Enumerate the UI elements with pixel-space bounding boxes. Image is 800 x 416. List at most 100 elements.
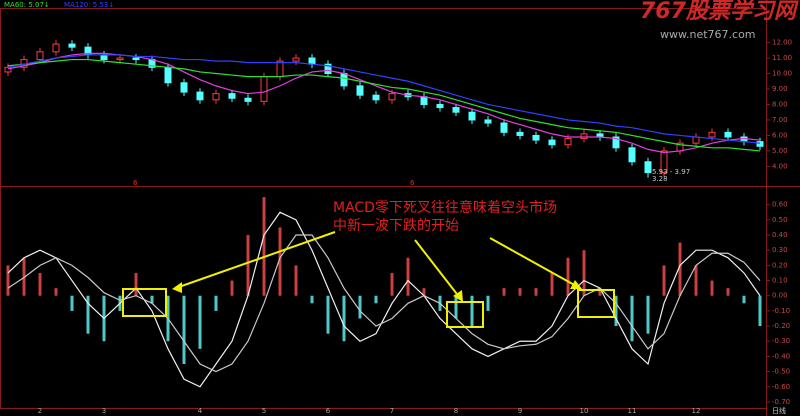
candle-body <box>356 85 364 96</box>
histogram-bar <box>310 295 314 304</box>
candle-body <box>212 93 220 101</box>
watermark-title: 767股票学习网 <box>640 0 799 24</box>
annotation: MACD零下死叉往往意味着空头市场 <box>333 199 557 216</box>
histogram-bar <box>422 288 426 296</box>
y-tick-label: 0.10 <box>772 277 788 285</box>
x-tick-label: 8 <box>454 407 458 415</box>
x-tick-label: 9 <box>518 407 522 415</box>
x-tick-label: 4 <box>198 407 203 415</box>
y-tick-label: -0.10 <box>772 307 790 315</box>
candle-body <box>116 57 124 61</box>
histogram-bar <box>566 257 570 296</box>
histogram-bar <box>486 295 490 311</box>
x-tick-label: 6 <box>326 407 331 415</box>
y-tick-label: 4.00 <box>772 162 788 170</box>
histogram-bar <box>502 288 506 296</box>
histogram-bar <box>230 280 234 296</box>
candle-body <box>228 93 236 99</box>
histogram-bar <box>70 295 74 311</box>
x-tick-label: 7 <box>390 407 394 415</box>
histogram-bar <box>150 295 154 304</box>
annotation: 6 <box>133 179 138 187</box>
candle-body <box>100 54 108 61</box>
candle-body <box>436 103 444 109</box>
histogram-bar <box>198 295 202 349</box>
y-tick-label: -0.30 <box>772 337 790 345</box>
histogram-bar <box>54 288 58 296</box>
y-tick-label: 8.00 <box>772 100 788 108</box>
histogram-bar <box>518 288 522 296</box>
candle-body <box>36 51 44 61</box>
candle-body <box>276 60 284 78</box>
candle-body <box>548 139 556 146</box>
x-tick-label: 12 <box>692 407 701 415</box>
candle-body <box>644 161 652 174</box>
candle-body <box>564 138 572 146</box>
histogram-bar <box>374 295 378 304</box>
histogram-bar <box>182 295 186 364</box>
y-tick-label: -0.40 <box>772 352 790 360</box>
candle-body <box>500 122 508 133</box>
histogram-bar <box>598 288 602 296</box>
candle-body <box>68 43 76 48</box>
candle-body <box>164 66 172 84</box>
highlights <box>122 231 615 328</box>
series-line <box>7 211 761 388</box>
histogram-bar <box>406 257 410 296</box>
histogram-bar <box>470 295 474 327</box>
histogram-bar <box>630 295 634 342</box>
x-tick-label: 2 <box>38 407 42 415</box>
candle-body <box>308 57 316 65</box>
x-tick-label: 11 <box>628 407 637 415</box>
y-tick-label: -0.20 <box>772 322 790 330</box>
histogram-bar <box>534 288 538 296</box>
x-tick-label: 3 <box>102 407 106 415</box>
series-line <box>7 58 761 152</box>
y-tick-label: -0.60 <box>772 383 790 391</box>
histogram-bar <box>22 257 26 296</box>
series-line <box>7 234 761 373</box>
histogram-bar <box>758 295 762 327</box>
candle-body <box>196 91 204 101</box>
candle-body <box>724 131 732 138</box>
y-tick-label: 11.00 <box>772 54 792 62</box>
histogram-bar <box>390 272 394 296</box>
candle-body <box>532 134 540 141</box>
candle-body <box>612 136 620 149</box>
histogram-bar <box>678 242 682 296</box>
y-tick-label: 9.00 <box>772 85 788 93</box>
candle-body <box>468 111 476 121</box>
y-tick-label: 12.00 <box>772 39 792 47</box>
series-line <box>7 54 761 144</box>
candle-body <box>628 147 636 163</box>
candle-body <box>452 107 460 113</box>
histogram-bar <box>294 265 298 296</box>
candle-body <box>708 131 716 138</box>
y-tick-label: 0.50 <box>772 216 788 224</box>
histogram-bar <box>646 295 650 334</box>
candle-body <box>340 72 348 87</box>
annotation: 中新一波下跌的开始 <box>333 218 459 234</box>
period-label: 日线 <box>772 406 786 415</box>
y-tick-label: 0.30 <box>772 246 788 254</box>
candle-body <box>132 57 140 61</box>
histogram-bar <box>358 295 362 319</box>
candle-body <box>180 82 188 93</box>
histogram-bar <box>742 295 746 304</box>
candle-body <box>580 133 588 140</box>
candle-body <box>324 63 332 74</box>
histogram-bar <box>6 265 10 296</box>
y-tick-label: 0.20 <box>772 261 788 269</box>
histogram-bar <box>582 250 586 296</box>
candle-body <box>372 94 380 101</box>
histogram-bar <box>38 272 42 296</box>
y-tick-label: 0.00 <box>772 292 788 300</box>
histogram-bar <box>278 227 282 296</box>
histogram-bar <box>694 265 698 296</box>
y-tick-label: 0.40 <box>772 231 788 239</box>
histogram-bar <box>726 288 730 296</box>
candle-body <box>52 43 60 53</box>
y-tick-label: 6.00 <box>772 131 788 139</box>
histogram-bar <box>550 272 554 296</box>
histogram-bar <box>326 295 330 334</box>
